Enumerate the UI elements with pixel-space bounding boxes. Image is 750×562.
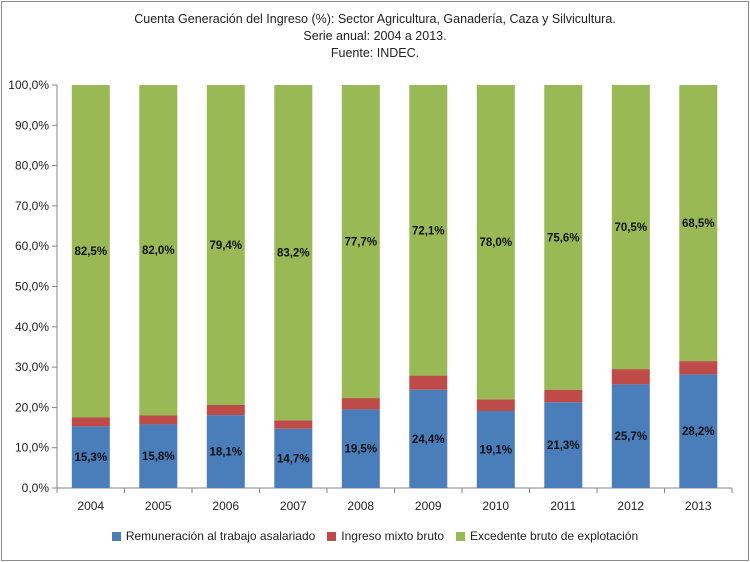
data-label: 19,5% (344, 444, 377, 456)
y-tick-label: 20,0% (15, 400, 49, 414)
bar-segment-excedente (544, 85, 583, 390)
bar-segment-ingreso-mixto (611, 369, 650, 385)
bar-segment-remuneracion (409, 389, 448, 488)
x-tick-label: 2007 (280, 499, 307, 513)
chart-title: Cuenta Generación del Ingreso (%): Secto… (0, 11, 750, 62)
legend-label-remuneracion: Remuneración al trabajo asalariado (125, 529, 316, 543)
y-tick-label: 70,0% (15, 199, 49, 213)
data-label: 72,1% (412, 225, 445, 237)
bar-segment-ingreso-mixto (679, 361, 718, 375)
bar-segment-ingreso-mixto (544, 389, 583, 403)
data-label: 25,7% (614, 431, 647, 443)
bar-segment-remuneracion (274, 428, 313, 488)
bar-segment-remuneracion (611, 384, 650, 488)
y-tick-label: 40,0% (15, 320, 49, 334)
bar-segment-remuneracion (206, 415, 245, 488)
data-label: 15,3% (74, 452, 107, 464)
bar-segment-ingreso-mixto (476, 399, 515, 411)
bar-segment-excedente (679, 85, 718, 362)
data-label: 28,2% (682, 426, 715, 438)
bar-segment-excedente (341, 85, 380, 399)
legend-label-excedente: Excedente bruto de explotación (470, 529, 639, 543)
x-tick-label: 2006 (212, 499, 239, 513)
bar-segment-remuneracion (341, 409, 380, 488)
x-tick-label: 2005 (145, 499, 172, 513)
data-label: 78,0% (479, 237, 512, 249)
data-label: 82,0% (142, 245, 175, 257)
bar-segment-remuneracion (139, 424, 178, 488)
bar-segment-remuneracion (71, 426, 110, 488)
legend-label-ingreso-mixto: Ingreso mixto bruto (341, 529, 445, 543)
x-tick-label: 2010 (482, 499, 509, 513)
x-tick-label: 2011 (550, 499, 576, 513)
data-label: 24,4% (412, 434, 445, 446)
bar-segment-excedente (71, 85, 110, 418)
y-tick-label: 30,0% (15, 360, 49, 374)
bar-segment-excedente (206, 85, 245, 405)
bar-segment-ingreso-mixto (341, 398, 380, 410)
y-tick-label: 10,0% (15, 441, 49, 455)
data-label: 21,3% (547, 440, 580, 452)
data-label: 18,1% (209, 447, 242, 459)
data-label: 79,4% (209, 240, 242, 252)
bar-segment-ingreso-mixto (409, 375, 448, 390)
data-label: 14,7% (277, 453, 310, 465)
legend-swatch-ingreso-mixto (327, 531, 337, 541)
chart-title-line-2: Serie anual: 2004 a 2013. (303, 29, 447, 43)
legend-swatch-remuneracion (111, 531, 121, 541)
bar-segment-excedente (611, 85, 650, 370)
legend-item-excedente: Excedente bruto de explotación (456, 529, 638, 543)
legend-swatch-excedente (456, 531, 466, 541)
bar-segment-excedente (274, 85, 313, 421)
bar-segment-excedente (139, 85, 178, 416)
data-label: 75,6% (547, 232, 580, 244)
y-tick-label: 80,0% (15, 159, 49, 173)
data-label: 77,7% (344, 237, 377, 249)
bar-segment-ingreso-mixto (274, 420, 313, 429)
bar-segment-ingreso-mixto (71, 417, 110, 427)
y-tick-label: 50,0% (15, 280, 49, 294)
y-tick-label: 100,0% (8, 78, 49, 92)
bar-segment-ingreso-mixto (139, 415, 178, 425)
bar-segment-remuneracion (476, 411, 515, 488)
x-tick-label: 2004 (77, 499, 104, 513)
chart-legend: Remuneración al trabajo asalariado Ingre… (0, 529, 750, 543)
bar-segment-remuneracion (679, 374, 718, 488)
data-label: 70,5% (614, 222, 647, 234)
x-tick-label: 2012 (617, 499, 644, 513)
y-tick-label: 60,0% (15, 239, 49, 253)
data-label: 83,2% (277, 248, 310, 260)
x-tick-label: 2009 (415, 499, 442, 513)
data-label: 82,5% (74, 246, 107, 258)
chart-title-line-3: Fuente: INDEC. (330, 46, 420, 60)
y-tick-label: 90,0% (15, 118, 49, 132)
bar-segment-excedente (476, 85, 515, 400)
chart-title-line-1: Cuenta Generación del Ingreso (%): Secto… (134, 12, 616, 26)
x-tick-label: 2008 (347, 499, 374, 513)
data-label: 19,1% (479, 445, 512, 457)
data-label: 15,8% (142, 451, 175, 463)
bar-segment-excedente (409, 85, 448, 376)
y-tick-label: 0,0% (22, 481, 50, 495)
legend-item-ingreso-mixto: Ingreso mixto bruto (327, 529, 444, 543)
bar-segment-remuneracion (544, 402, 583, 488)
x-tick-label: 2013 (685, 499, 712, 513)
data-label: 68,5% (682, 218, 715, 230)
bar-segment-ingreso-mixto (206, 405, 245, 416)
legend-item-remuneracion: Remuneración al trabajo asalariado (111, 529, 316, 543)
